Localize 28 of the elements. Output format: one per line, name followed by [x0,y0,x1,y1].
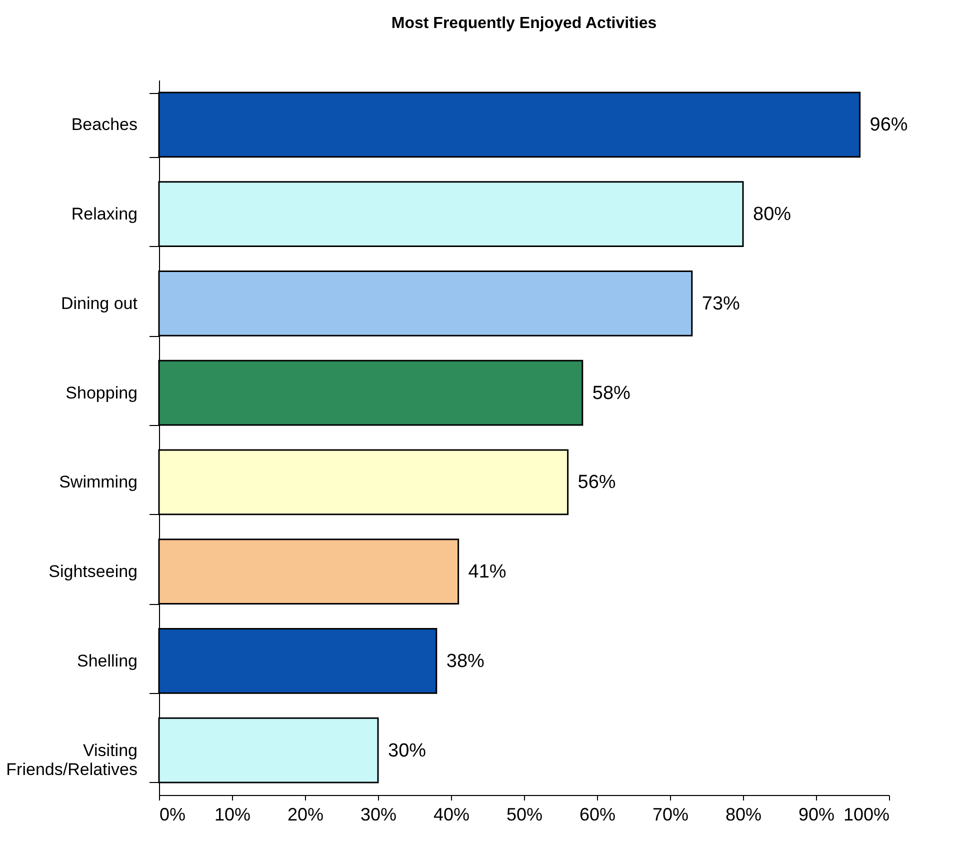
x-tick-label: 80% [725,804,762,824]
data-label: 30% [388,740,426,762]
x-tick-label: 20% [287,804,324,824]
x-tick-label: 50% [506,804,543,824]
y-tick-label: Beaches [71,115,138,134]
data-label: 73% [702,293,740,314]
data-label: 80% [753,204,792,226]
y-tick-label: Shopping [66,383,138,402]
data-label: 96% [870,114,908,136]
y-tick-label: Relaxing [71,204,138,224]
x-tick-label: 60% [579,804,616,824]
chart-title: Most Frequently Enjoyed Activities [391,15,657,32]
y-tick-label: Sightseeing [48,562,138,582]
data-label: 58% [592,382,631,404]
x-tick-label: 10% [214,804,251,824]
y-tick-label: Shelling [77,651,138,670]
data-label: 41% [468,562,506,583]
y-tick-label: Visiting Friends/Relatives [6,740,138,779]
x-tick-label: 70% [652,804,689,824]
data-label: 38% [446,650,485,672]
x-tick-label: 0% [160,804,186,824]
x-tick-label: 90% [798,804,835,824]
x-tick-label: 100% [843,804,890,824]
y-tick-label: Dining out [60,294,138,313]
x-tick-label: 30% [360,804,397,824]
y-tick-label: Swimming [59,472,138,492]
data-label: 56% [578,472,616,494]
x-tick-label: 40% [433,804,470,824]
